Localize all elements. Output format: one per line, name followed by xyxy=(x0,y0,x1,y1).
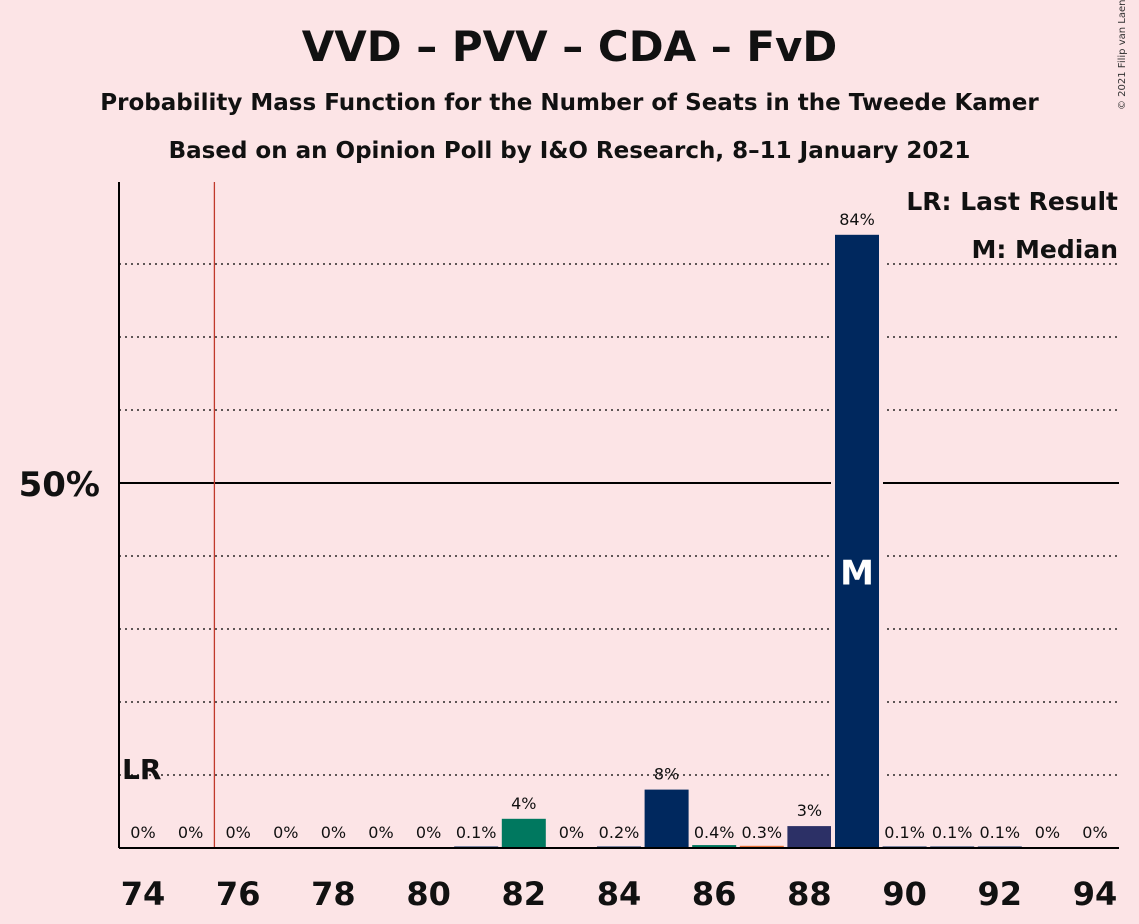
x-tick-label-74: 74 xyxy=(121,875,166,913)
bar-label-79: 0% xyxy=(368,823,393,842)
bar-label-74: 0% xyxy=(130,823,155,842)
x-tick-label-80: 80 xyxy=(406,875,451,913)
x-tick-label-90: 90 xyxy=(882,875,927,913)
bar-label-76: 0% xyxy=(226,823,251,842)
legend-last-result: LR: Last Result xyxy=(906,187,1118,216)
chart-title: VVD – PVV – CDA – FvD xyxy=(301,22,838,71)
bar-label-75: 0% xyxy=(178,823,203,842)
bar-87 xyxy=(739,845,784,848)
bar-label-77: 0% xyxy=(273,823,298,842)
bar-label-93: 0% xyxy=(1035,823,1060,842)
median-marker: M xyxy=(840,553,874,593)
x-tick-label-92: 92 xyxy=(978,875,1023,913)
legend-median: M: Median xyxy=(971,235,1118,264)
x-tick-label-82: 82 xyxy=(502,875,547,913)
bar-label-90: 0.1% xyxy=(884,823,925,842)
x-tick-label-94: 94 xyxy=(1073,875,1118,913)
bar-label-84: 0.2% xyxy=(599,823,640,842)
bar-label-87: 0.3% xyxy=(741,823,782,842)
bar-label-83: 0% xyxy=(559,823,584,842)
x-tick-label-84: 84 xyxy=(597,875,642,913)
y-tick-label: 50% xyxy=(19,465,100,505)
bar-label-88: 3% xyxy=(797,801,822,820)
bar-85 xyxy=(644,789,689,848)
bar-label-89: 84% xyxy=(839,210,875,229)
chart-subtitle-poll: Based on an Opinion Poll by I&O Research… xyxy=(168,138,971,164)
chart-subtitle: Probability Mass Function for the Number… xyxy=(100,90,1039,116)
x-tick-label-86: 86 xyxy=(692,875,737,913)
x-tick-label-78: 78 xyxy=(311,875,356,913)
x-tick-label-76: 76 xyxy=(216,875,261,913)
bar-label-94: 0% xyxy=(1082,823,1107,842)
bar-label-81: 0.1% xyxy=(456,823,497,842)
bar-label-92: 0.1% xyxy=(979,823,1020,842)
bar-label-80: 0% xyxy=(416,823,441,842)
last-result-marker: LR xyxy=(122,753,161,786)
bar-88 xyxy=(787,826,832,848)
bar-label-86: 0.4% xyxy=(694,823,735,842)
bar-label-78: 0% xyxy=(321,823,346,842)
bar-86 xyxy=(692,845,737,848)
bar-82 xyxy=(501,818,546,848)
bar-label-82: 4% xyxy=(511,794,536,813)
bar-label-91: 0.1% xyxy=(932,823,973,842)
bar-label-85: 8% xyxy=(654,765,679,784)
bar-89 xyxy=(835,234,879,849)
x-tick-label-88: 88 xyxy=(787,875,832,913)
